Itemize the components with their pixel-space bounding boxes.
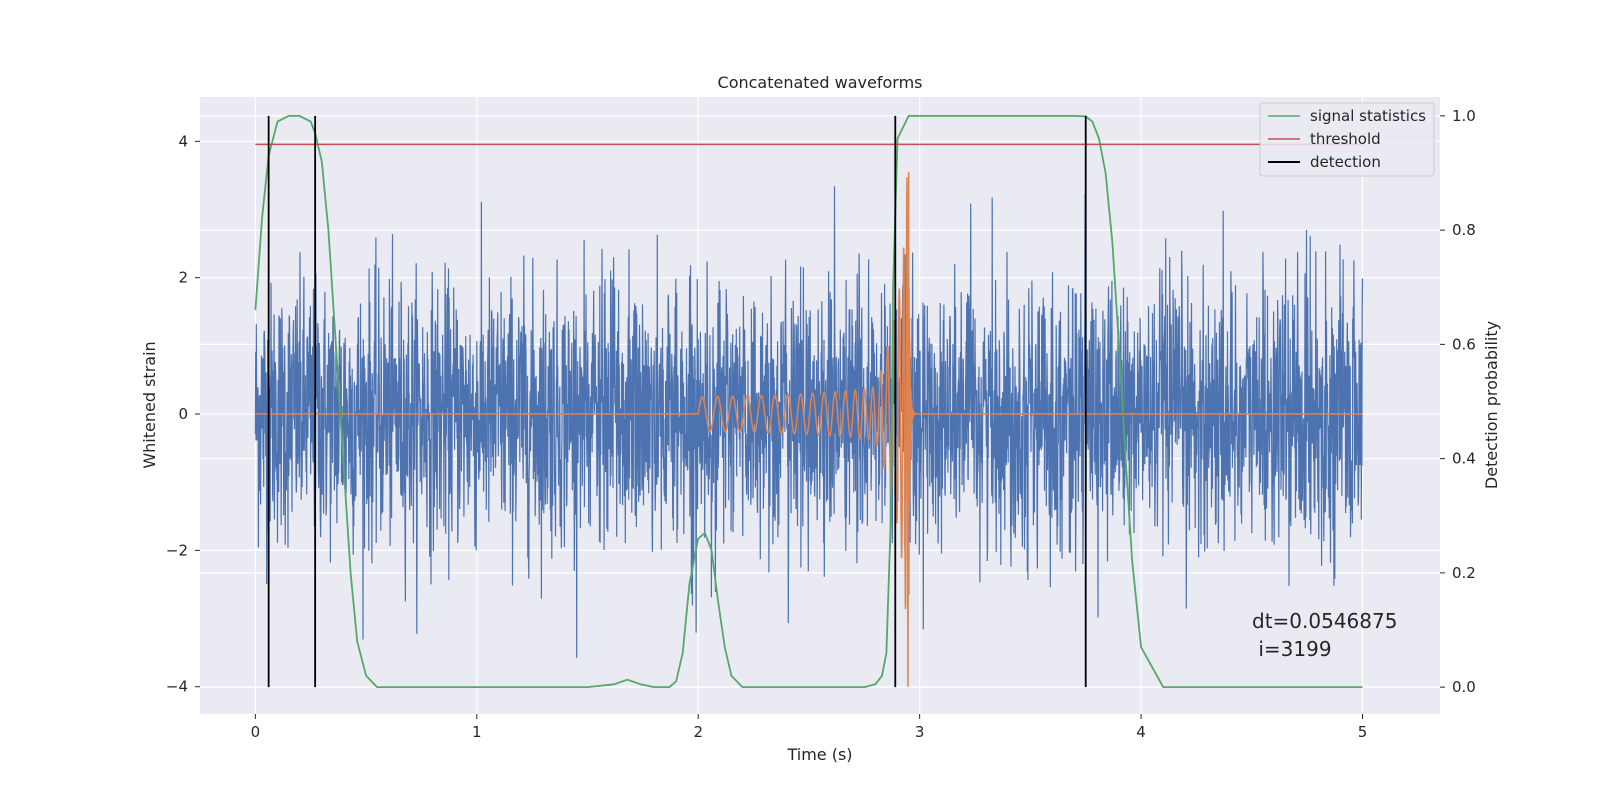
- y2-tick-label: 0.4: [1452, 450, 1476, 468]
- ticks-layer: 0 1 2 3 4 5 −4 −2 0 2 4 0.0 0.2 0.4 0.6 0.8 1.0: [166, 107, 1476, 741]
- y-tick-label: −4: [166, 678, 188, 696]
- chart-title: Concatenated waveforms: [718, 73, 923, 92]
- legend-label-signal-statistics: signal statistics: [1310, 107, 1426, 125]
- x-tick-label: 0: [251, 723, 261, 741]
- y2-tick-label: 1.0: [1452, 107, 1476, 125]
- series-layer: [254, 115, 1364, 688]
- annotation: dt=0.0546875 i=3199: [1252, 609, 1397, 661]
- legend-label-detection: detection: [1310, 153, 1381, 171]
- x-axis-label: Time (s): [786, 745, 852, 764]
- signal-statistics-line: [254, 115, 1363, 688]
- x-tick-label: 2: [693, 723, 703, 741]
- y-tick-label: 0: [178, 405, 188, 423]
- annotation-line-1: dt=0.0546875: [1252, 609, 1397, 633]
- y2-tick-label: 0.2: [1452, 564, 1476, 582]
- legend-box: [1259, 102, 1435, 177]
- noise-series-line: [254, 186, 1364, 658]
- x-tick-label: 5: [1358, 723, 1368, 741]
- y2-tick-label: 0.8: [1452, 221, 1476, 239]
- y2-tick-label: 0.0: [1452, 678, 1476, 696]
- y-tick-label: 4: [178, 132, 188, 150]
- chirp-series-line: [255, 171, 1363, 687]
- annotation-line-2: i=3199: [1252, 637, 1332, 661]
- legend-label-threshold: threshold: [1310, 130, 1381, 148]
- y2-tick-label: 0.6: [1452, 335, 1476, 353]
- y2-axis-label: Detection probability: [1482, 321, 1501, 489]
- y-tick-label: 2: [178, 269, 188, 287]
- y-tick-label: −2: [166, 541, 188, 559]
- x-tick-label: 1: [472, 723, 482, 741]
- y-axis-label: Whitened strain: [140, 341, 159, 468]
- x-tick-label: 4: [1136, 723, 1146, 741]
- x-tick-label: 3: [915, 723, 925, 741]
- legend: signal statistics threshold detection: [1259, 102, 1435, 177]
